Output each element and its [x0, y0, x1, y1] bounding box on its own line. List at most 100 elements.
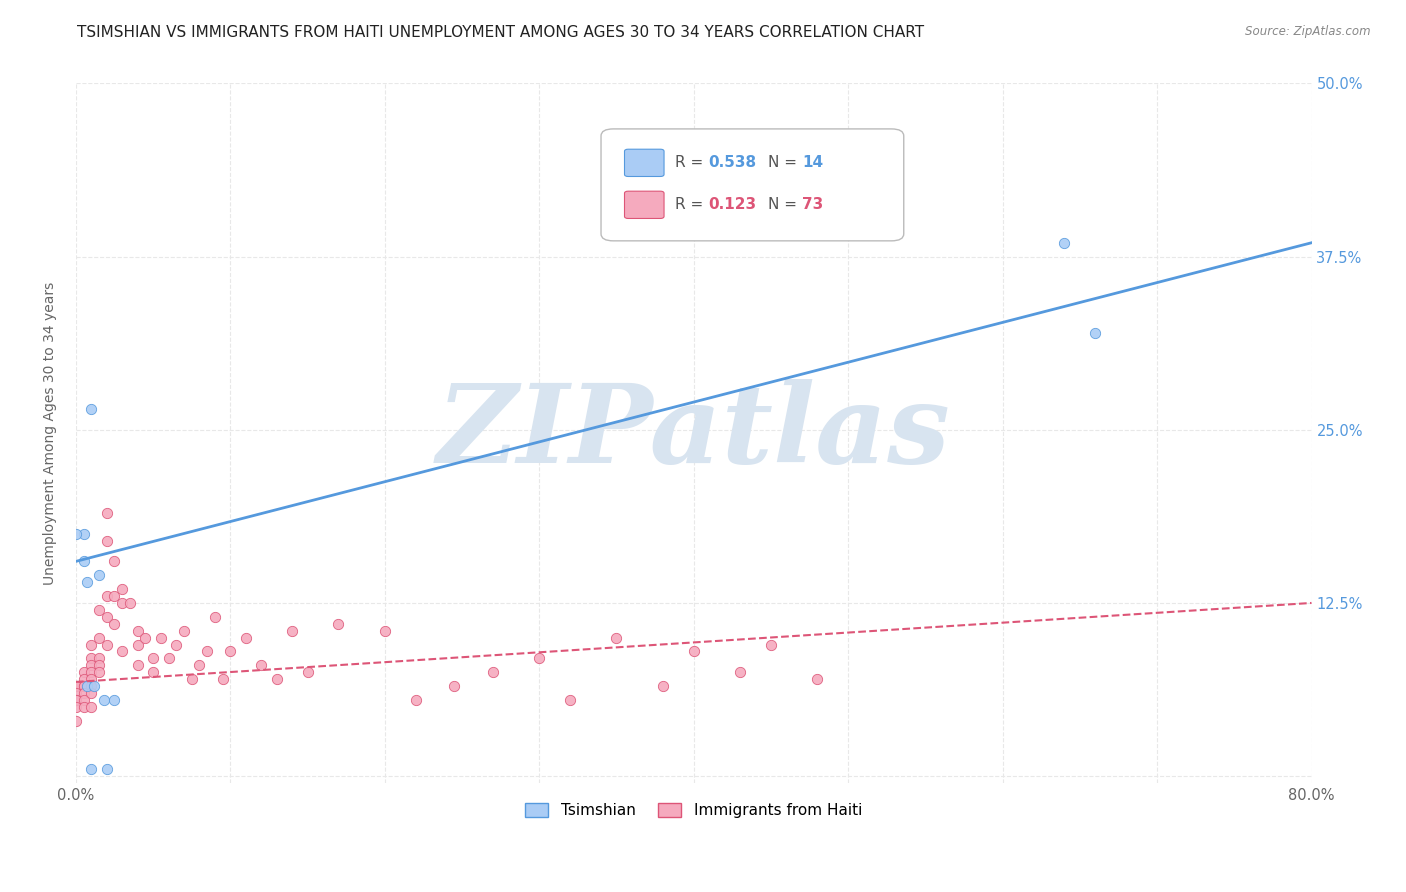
Point	[134, 631, 156, 645]
Point	[103, 693, 125, 707]
Point	[76, 575, 98, 590]
Point	[65, 526, 87, 541]
Point	[65, 693, 87, 707]
Point	[127, 658, 149, 673]
Point	[250, 658, 273, 673]
Text: N =: N =	[768, 197, 801, 212]
Point	[72, 693, 94, 707]
Point	[204, 609, 226, 624]
Point	[72, 526, 94, 541]
Point	[405, 693, 427, 707]
Point	[96, 609, 118, 624]
Point	[83, 679, 105, 693]
Point	[728, 665, 751, 680]
Text: Source: ZipAtlas.com: Source: ZipAtlas.com	[1246, 25, 1371, 38]
Point	[87, 658, 110, 673]
Point	[173, 624, 195, 638]
Point	[328, 616, 350, 631]
Point	[180, 672, 202, 686]
Point	[103, 554, 125, 568]
Point	[127, 624, 149, 638]
Point	[93, 693, 115, 707]
Point	[80, 651, 103, 665]
Text: 0.538: 0.538	[709, 155, 756, 170]
Point	[87, 651, 110, 665]
Point	[165, 638, 187, 652]
Text: R =: R =	[675, 197, 709, 212]
Point	[682, 644, 704, 658]
Point	[65, 714, 87, 728]
Point	[111, 644, 134, 658]
Point	[96, 506, 118, 520]
Point	[80, 762, 103, 776]
Point	[235, 631, 257, 645]
Point	[558, 693, 581, 707]
Point	[80, 658, 103, 673]
Text: 14: 14	[803, 155, 824, 170]
Point	[211, 672, 233, 686]
Point	[72, 686, 94, 700]
Point	[195, 644, 218, 658]
Point	[80, 665, 103, 680]
Point	[157, 651, 180, 665]
Text: 0.123: 0.123	[709, 197, 756, 212]
Point	[96, 762, 118, 776]
Point	[111, 582, 134, 596]
FancyBboxPatch shape	[600, 129, 904, 241]
Text: 73: 73	[803, 197, 824, 212]
Point	[72, 672, 94, 686]
Point	[806, 672, 828, 686]
Point	[127, 638, 149, 652]
Point	[80, 686, 103, 700]
Point	[96, 638, 118, 652]
Point	[188, 658, 211, 673]
Point	[103, 589, 125, 603]
FancyBboxPatch shape	[624, 191, 664, 219]
Point	[1053, 235, 1076, 250]
Point	[72, 679, 94, 693]
Point	[65, 679, 87, 693]
Point	[374, 624, 396, 638]
Point	[142, 665, 165, 680]
Text: N =: N =	[768, 155, 801, 170]
Point	[80, 402, 103, 417]
Point	[482, 665, 505, 680]
Point	[651, 679, 673, 693]
Point	[1084, 326, 1107, 340]
Point	[96, 533, 118, 548]
Point	[72, 679, 94, 693]
Point	[759, 638, 782, 652]
Point	[80, 679, 103, 693]
Text: ZIPatlas: ZIPatlas	[437, 379, 950, 487]
Point	[87, 568, 110, 582]
Text: TSIMSHIAN VS IMMIGRANTS FROM HAITI UNEMPLOYMENT AMONG AGES 30 TO 34 YEARS CORREL: TSIMSHIAN VS IMMIGRANTS FROM HAITI UNEMP…	[77, 25, 925, 40]
Point	[529, 651, 551, 665]
Point	[111, 596, 134, 610]
Point	[87, 603, 110, 617]
Point	[103, 616, 125, 631]
Point	[266, 672, 288, 686]
Point	[605, 631, 627, 645]
Point	[149, 631, 172, 645]
Point	[281, 624, 304, 638]
Point	[87, 665, 110, 680]
Text: R =: R =	[675, 155, 709, 170]
Point	[65, 699, 87, 714]
Point	[80, 699, 103, 714]
Point	[65, 679, 87, 693]
Legend: Tsimshian, Immigrants from Haiti: Tsimshian, Immigrants from Haiti	[519, 797, 868, 824]
Point	[65, 686, 87, 700]
FancyBboxPatch shape	[624, 149, 664, 177]
Point	[80, 672, 103, 686]
Point	[96, 589, 118, 603]
Point	[80, 638, 103, 652]
Point	[142, 651, 165, 665]
Point	[297, 665, 319, 680]
Point	[72, 554, 94, 568]
Point	[87, 631, 110, 645]
Point	[443, 679, 465, 693]
Point	[65, 693, 87, 707]
Point	[118, 596, 141, 610]
Point	[72, 665, 94, 680]
Point	[219, 644, 242, 658]
